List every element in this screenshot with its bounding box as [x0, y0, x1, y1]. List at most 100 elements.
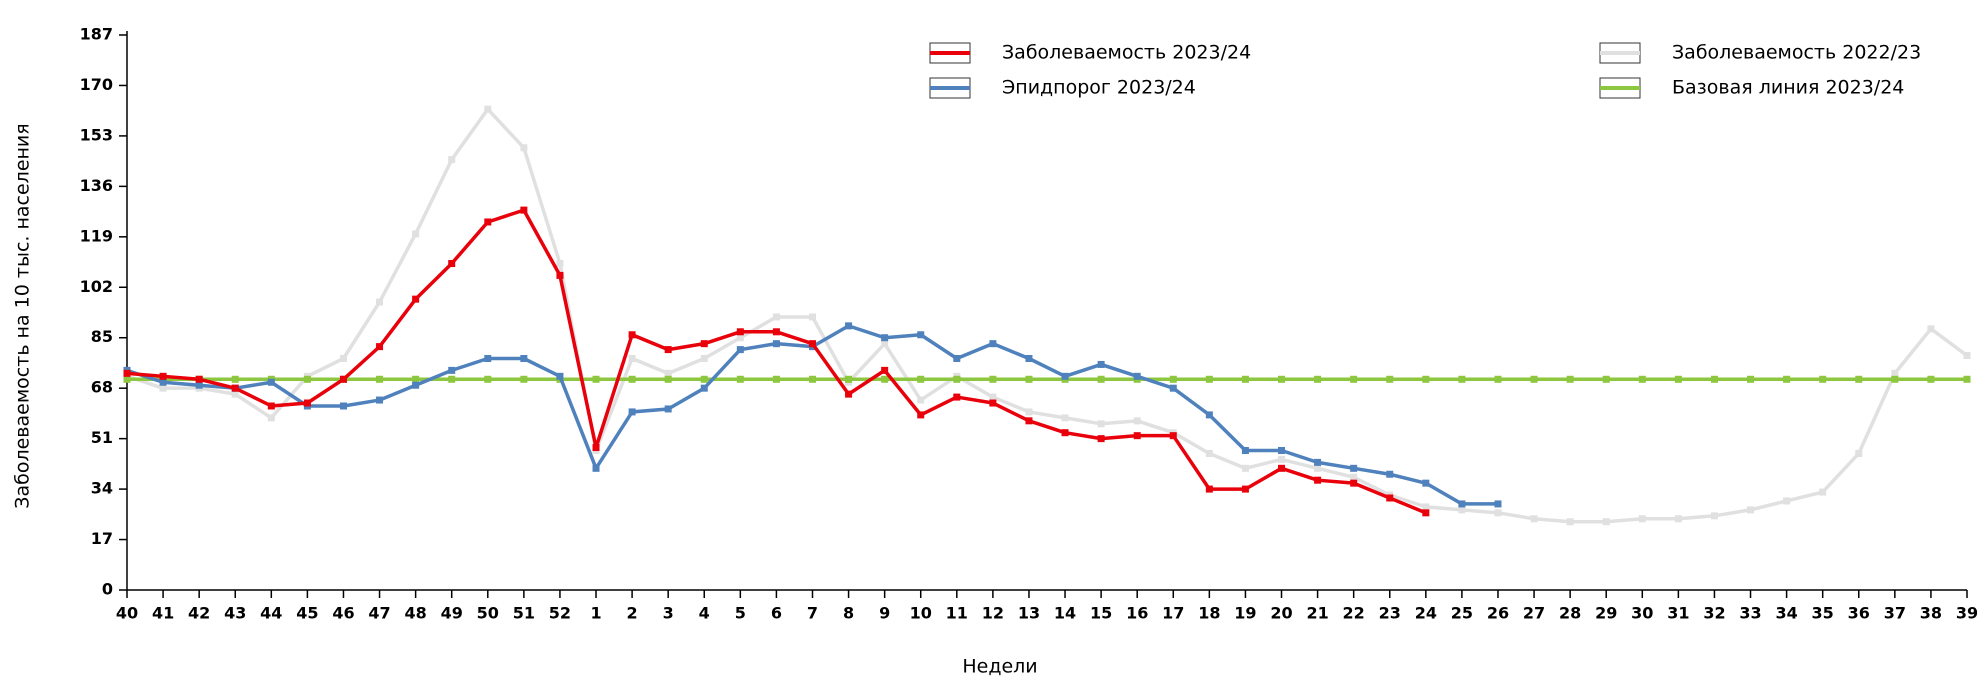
data-point — [376, 298, 384, 306]
data-point — [917, 375, 925, 383]
data-point — [772, 340, 780, 348]
data-point — [1819, 488, 1827, 496]
data-point — [1025, 375, 1033, 383]
x-tick-label: 35 — [1812, 604, 1834, 623]
data-point — [1241, 375, 1249, 383]
data-point — [1278, 447, 1286, 455]
x-tick-label: 49 — [441, 604, 463, 623]
data-point — [376, 396, 384, 404]
data-point — [1314, 458, 1322, 466]
data-point — [1674, 515, 1682, 523]
data-point — [1061, 429, 1069, 437]
y-tick-label: 187 — [80, 25, 113, 44]
data-point — [1710, 375, 1718, 383]
y-tick-label: 17 — [91, 529, 113, 548]
data-point — [1783, 497, 1791, 505]
data-point — [1458, 506, 1466, 514]
data-point — [1710, 512, 1718, 520]
x-tick-label: 12 — [982, 604, 1004, 623]
data-point — [412, 375, 420, 383]
data-point — [664, 346, 672, 354]
x-tick-label: 38 — [1920, 604, 1942, 623]
x-tick-label: 13 — [1018, 604, 1040, 623]
data-point — [1350, 375, 1358, 383]
data-point — [772, 328, 780, 336]
data-point — [1783, 375, 1791, 383]
legend-label: Эпидпорог 2023/24 — [1002, 77, 1196, 99]
x-tick-label: 23 — [1379, 604, 1401, 623]
data-point — [1241, 485, 1249, 493]
y-tick-label: 153 — [80, 125, 113, 144]
data-point — [556, 271, 564, 279]
x-tick-label: 10 — [910, 604, 932, 623]
data-point — [592, 444, 600, 452]
data-point — [520, 375, 528, 383]
series-line — [126, 324, 1498, 506]
data-point — [520, 355, 528, 363]
data-point — [917, 331, 925, 339]
data-point — [1205, 485, 1213, 493]
data-point — [845, 322, 853, 330]
x-tick-label: 3 — [663, 604, 674, 623]
data-point — [1927, 375, 1935, 383]
data-point — [1602, 375, 1610, 383]
data-point — [1819, 375, 1827, 383]
x-tick-label: 31 — [1667, 604, 1689, 623]
data-point — [376, 343, 384, 351]
data-point — [267, 402, 275, 410]
data-point — [917, 396, 925, 404]
data-point — [1530, 515, 1538, 523]
data-point — [736, 328, 744, 336]
data-point — [881, 366, 889, 374]
data-point — [1602, 518, 1610, 526]
data-point — [231, 390, 239, 398]
x-tick-label: 34 — [1775, 604, 1797, 623]
data-point — [1133, 372, 1141, 380]
data-point — [159, 378, 167, 386]
data-point — [159, 384, 167, 392]
data-point — [376, 375, 384, 383]
data-point — [628, 355, 636, 363]
data-point — [1133, 417, 1141, 425]
data-point — [989, 393, 997, 401]
data-point — [592, 464, 600, 472]
data-point — [736, 375, 744, 383]
x-tick-label: 42 — [188, 604, 210, 623]
data-point — [448, 375, 456, 383]
data-point — [448, 366, 456, 374]
data-point — [520, 206, 528, 214]
x-tick-label: 20 — [1270, 604, 1292, 623]
data-point — [772, 313, 780, 321]
series-line — [126, 208, 1427, 515]
data-point — [195, 381, 203, 389]
data-point — [664, 405, 672, 413]
data-point — [1422, 375, 1430, 383]
data-point — [1133, 432, 1141, 440]
data-point — [845, 390, 853, 398]
x-tick-label: 46 — [332, 604, 354, 623]
data-point — [1169, 384, 1177, 392]
legend-label: Заболеваемость 2023/24 — [1002, 42, 1251, 64]
x-tick-label: 4 — [699, 604, 710, 623]
data-point — [1205, 449, 1213, 457]
x-axis-title: Недели — [962, 656, 1037, 678]
y-tick-label: 34 — [91, 479, 113, 498]
data-point — [736, 334, 744, 342]
data-point — [1458, 375, 1466, 383]
y-tick-label: 68 — [91, 378, 113, 397]
data-point — [1530, 375, 1538, 383]
x-tick-label: 41 — [152, 604, 174, 623]
data-point — [1747, 375, 1755, 383]
data-point — [1422, 509, 1430, 517]
x-tick-label: 24 — [1415, 604, 1437, 623]
y-tick-label: 170 — [80, 75, 113, 94]
data-point — [123, 369, 131, 377]
data-point — [1278, 464, 1286, 472]
data-point — [520, 144, 528, 152]
data-point — [917, 411, 925, 419]
data-point — [1205, 411, 1213, 419]
data-point — [881, 340, 889, 348]
data-point — [881, 375, 889, 383]
data-point — [484, 375, 492, 383]
